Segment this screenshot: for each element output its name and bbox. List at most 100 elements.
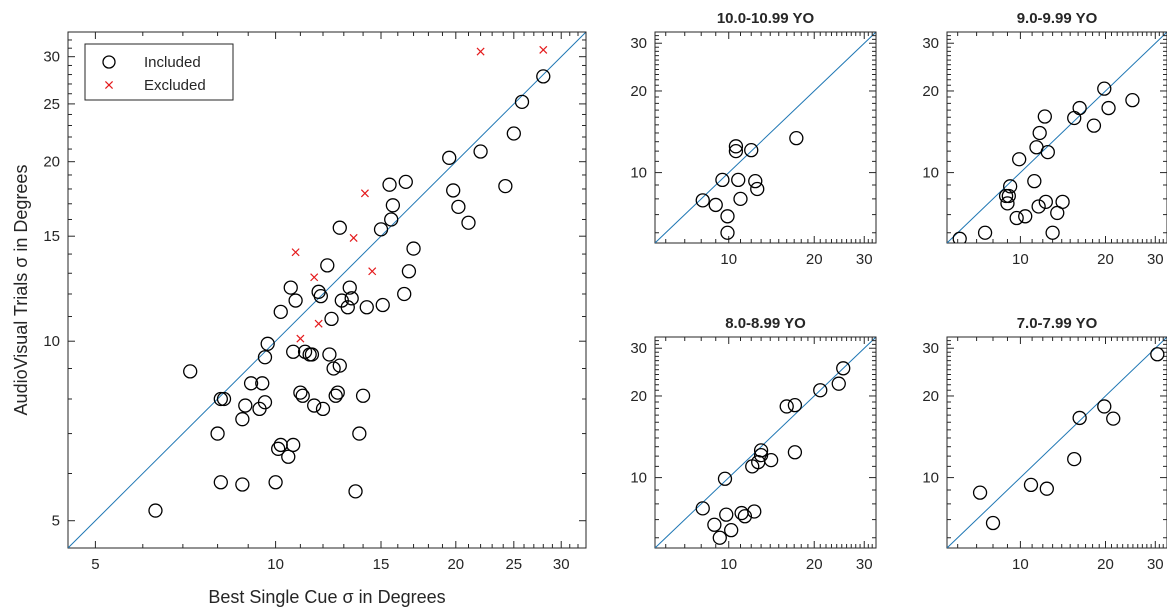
data-point bbox=[1106, 411, 1121, 426]
x-tick-label: 20 bbox=[806, 251, 823, 268]
y-tick-label: 10 bbox=[43, 333, 60, 350]
legend-label: Excluded bbox=[144, 77, 206, 94]
x-tick-label: 10 bbox=[720, 251, 737, 268]
legend-label: Included bbox=[144, 54, 201, 71]
data-point bbox=[972, 485, 988, 500]
included-point bbox=[268, 475, 283, 490]
data-point bbox=[1067, 451, 1082, 467]
included-point bbox=[332, 358, 347, 373]
data-point bbox=[1097, 399, 1112, 414]
y-tick-label: 20 bbox=[43, 154, 60, 171]
included-point bbox=[257, 395, 273, 410]
x-tick-label: 20 bbox=[447, 556, 464, 573]
included-point bbox=[322, 347, 337, 362]
included-point bbox=[373, 222, 389, 237]
included-point bbox=[401, 264, 417, 279]
data-point bbox=[813, 383, 828, 398]
included-point bbox=[375, 297, 390, 313]
included-point bbox=[273, 304, 288, 320]
x-tick-label: 25 bbox=[505, 556, 522, 573]
included-point bbox=[283, 280, 298, 295]
y-tick-label: 20 bbox=[922, 388, 939, 405]
y-tick-label: 30 bbox=[43, 49, 60, 66]
included-point bbox=[326, 361, 341, 376]
included-point bbox=[183, 364, 198, 379]
x-tick-label: 30 bbox=[1147, 556, 1164, 573]
data-point bbox=[831, 376, 846, 391]
data-point bbox=[747, 504, 762, 519]
x-tick-label: 30 bbox=[1147, 251, 1164, 268]
data-point bbox=[1040, 144, 1055, 160]
data-point bbox=[952, 231, 967, 243]
x-tick-label: 10 bbox=[720, 556, 737, 573]
data-point bbox=[1097, 81, 1112, 96]
included-point bbox=[238, 398, 253, 413]
data-point bbox=[720, 209, 735, 224]
included-point bbox=[506, 126, 521, 141]
included-point bbox=[286, 437, 301, 453]
included-point bbox=[235, 412, 250, 427]
x-tick-label: 20 bbox=[806, 556, 823, 573]
included-point bbox=[148, 503, 163, 518]
excluded-point bbox=[291, 248, 300, 257]
data-point bbox=[720, 225, 735, 240]
included-point bbox=[359, 300, 374, 315]
y-tick-label: 30 bbox=[922, 340, 939, 357]
identity-line bbox=[655, 32, 876, 243]
included-point bbox=[498, 178, 513, 194]
x-tick-label: 10 bbox=[1012, 251, 1029, 268]
included-point bbox=[328, 388, 343, 403]
included-point bbox=[286, 344, 301, 359]
included-point bbox=[382, 177, 397, 192]
panel-title: 7.0-7.99 YO bbox=[1017, 315, 1098, 332]
included-point bbox=[397, 286, 412, 302]
data-point bbox=[763, 452, 779, 468]
legend-x-marker bbox=[104, 80, 114, 90]
data-point bbox=[744, 143, 759, 158]
identity-line bbox=[947, 32, 1167, 243]
data-point bbox=[1045, 225, 1060, 240]
data-point bbox=[1027, 173, 1042, 189]
identity-line bbox=[68, 32, 586, 548]
included-point bbox=[342, 280, 357, 295]
data-point bbox=[708, 197, 723, 213]
included-point bbox=[398, 174, 413, 190]
data-point bbox=[748, 173, 763, 189]
panel-title: 8.0-8.99 YO bbox=[725, 315, 806, 332]
y-tick-label: 30 bbox=[630, 340, 647, 357]
excluded-point bbox=[310, 273, 319, 282]
included-point bbox=[406, 241, 421, 256]
included-point bbox=[442, 150, 457, 165]
y-tick-label: 25 bbox=[43, 96, 60, 113]
included-point bbox=[313, 289, 328, 304]
data-point bbox=[1125, 93, 1140, 108]
included-point bbox=[320, 258, 335, 273]
y-tick-label: 10 bbox=[922, 470, 939, 487]
data-point bbox=[1038, 194, 1053, 210]
included-point bbox=[255, 376, 270, 391]
identity-line bbox=[655, 337, 876, 548]
x-tick-label: 15 bbox=[373, 556, 390, 573]
panel-title: 10.0-10.99 YO bbox=[717, 10, 815, 27]
data-point bbox=[719, 507, 734, 522]
data-point bbox=[715, 172, 730, 188]
x-tick-label: 20 bbox=[1097, 251, 1114, 268]
x-tick-label: 10 bbox=[267, 556, 284, 573]
data-point bbox=[1072, 100, 1087, 116]
data-point bbox=[1072, 410, 1087, 426]
data-point bbox=[1018, 209, 1033, 224]
data-point bbox=[1001, 188, 1016, 204]
data-point bbox=[787, 398, 803, 413]
data-point bbox=[717, 471, 733, 486]
included-point bbox=[304, 347, 320, 362]
included-point bbox=[315, 401, 331, 417]
data-point bbox=[731, 172, 746, 188]
data-point bbox=[1003, 179, 1018, 194]
included-point bbox=[271, 441, 286, 456]
data-point bbox=[789, 130, 804, 146]
y-tick-label: 10 bbox=[922, 165, 939, 182]
data-point bbox=[1055, 194, 1070, 210]
included-point bbox=[340, 300, 355, 315]
included-point bbox=[324, 311, 339, 327]
data-point bbox=[977, 225, 993, 240]
